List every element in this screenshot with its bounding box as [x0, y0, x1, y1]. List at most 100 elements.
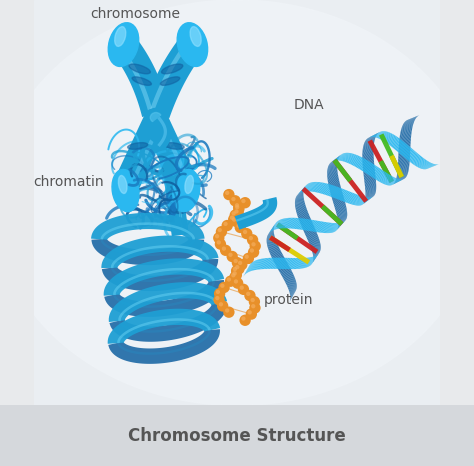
Polygon shape [363, 156, 374, 164]
Polygon shape [330, 223, 339, 233]
Polygon shape [108, 308, 220, 344]
Polygon shape [270, 258, 278, 269]
Polygon shape [328, 169, 337, 179]
Polygon shape [310, 234, 318, 246]
Polygon shape [267, 233, 274, 245]
Polygon shape [379, 133, 392, 139]
Polygon shape [346, 155, 358, 163]
Circle shape [246, 292, 250, 296]
Polygon shape [396, 171, 408, 178]
Polygon shape [353, 158, 365, 166]
Polygon shape [391, 179, 403, 185]
Polygon shape [327, 166, 337, 176]
Polygon shape [404, 118, 416, 123]
Polygon shape [372, 131, 384, 137]
Polygon shape [313, 221, 322, 232]
Polygon shape [398, 149, 410, 156]
Polygon shape [274, 251, 282, 263]
Polygon shape [280, 258, 288, 269]
Polygon shape [287, 258, 296, 269]
Polygon shape [299, 258, 307, 269]
Polygon shape [364, 194, 375, 203]
Polygon shape [370, 131, 382, 137]
Polygon shape [295, 195, 303, 206]
Polygon shape [288, 277, 295, 289]
Ellipse shape [185, 176, 193, 193]
Polygon shape [327, 223, 337, 233]
Polygon shape [330, 185, 340, 195]
Polygon shape [374, 172, 386, 179]
Polygon shape [385, 178, 398, 185]
Polygon shape [337, 207, 346, 217]
Polygon shape [425, 164, 438, 169]
Polygon shape [295, 193, 303, 204]
Circle shape [232, 257, 243, 268]
Circle shape [238, 284, 249, 295]
Circle shape [223, 307, 235, 318]
Circle shape [241, 199, 246, 203]
Polygon shape [113, 268, 215, 295]
Polygon shape [299, 219, 309, 230]
Polygon shape [325, 186, 336, 195]
Ellipse shape [128, 143, 148, 149]
Polygon shape [365, 178, 376, 187]
Polygon shape [313, 248, 321, 260]
Polygon shape [251, 260, 259, 271]
Polygon shape [314, 183, 325, 192]
Polygon shape [418, 162, 431, 168]
Polygon shape [281, 218, 289, 228]
Circle shape [221, 220, 233, 231]
Circle shape [243, 230, 247, 234]
Polygon shape [395, 176, 407, 182]
Circle shape [228, 253, 233, 257]
Polygon shape [295, 196, 304, 207]
Polygon shape [267, 226, 274, 237]
Circle shape [219, 282, 230, 293]
Polygon shape [404, 117, 417, 123]
Polygon shape [109, 282, 227, 322]
Polygon shape [104, 280, 224, 317]
Polygon shape [365, 190, 376, 198]
Polygon shape [310, 236, 319, 247]
Polygon shape [109, 329, 220, 364]
Polygon shape [321, 185, 331, 194]
Polygon shape [413, 159, 426, 165]
Circle shape [249, 236, 253, 240]
Polygon shape [398, 153, 410, 160]
Circle shape [249, 296, 260, 308]
Circle shape [218, 228, 222, 232]
Polygon shape [371, 131, 383, 137]
Polygon shape [338, 211, 347, 221]
Polygon shape [368, 132, 381, 138]
Circle shape [222, 247, 226, 251]
Circle shape [250, 248, 254, 253]
Polygon shape [300, 183, 310, 193]
Circle shape [232, 218, 236, 222]
Polygon shape [314, 221, 324, 232]
Polygon shape [148, 113, 172, 150]
Polygon shape [272, 247, 279, 259]
Polygon shape [284, 218, 293, 228]
Polygon shape [331, 186, 341, 196]
Polygon shape [317, 222, 327, 233]
Polygon shape [387, 179, 399, 185]
Polygon shape [300, 258, 308, 269]
Polygon shape [322, 223, 332, 233]
Circle shape [248, 247, 259, 258]
Polygon shape [412, 158, 425, 164]
Polygon shape [311, 237, 319, 249]
Polygon shape [283, 258, 291, 269]
Polygon shape [332, 223, 341, 233]
Polygon shape [341, 153, 353, 161]
Circle shape [235, 203, 239, 207]
Polygon shape [375, 132, 388, 137]
Polygon shape [275, 219, 283, 230]
Polygon shape [296, 199, 304, 210]
Polygon shape [398, 159, 410, 166]
Polygon shape [405, 116, 418, 122]
Polygon shape [301, 183, 311, 192]
Polygon shape [275, 258, 283, 269]
Polygon shape [319, 184, 330, 193]
Polygon shape [332, 189, 342, 199]
Polygon shape [328, 159, 338, 168]
